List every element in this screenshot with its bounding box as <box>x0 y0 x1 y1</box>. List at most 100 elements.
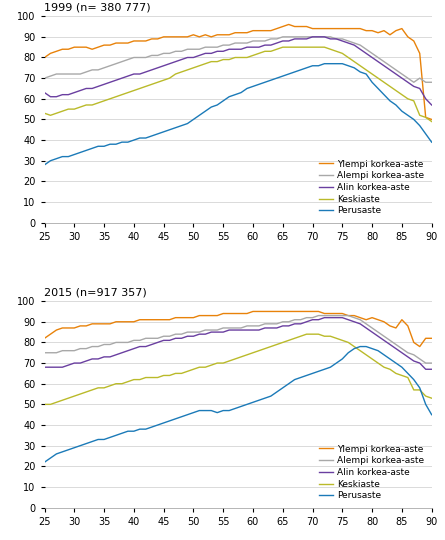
Alin korkea-aste <box>209 50 214 57</box>
Alempi korkea-aste <box>429 79 434 85</box>
Alempi korkea-aste <box>161 333 166 340</box>
Alin korkea-aste <box>322 314 327 321</box>
Keskiaste <box>405 374 410 381</box>
Alempi korkea-aste <box>42 75 47 82</box>
Alempi korkea-aste <box>316 312 321 319</box>
Keskiaste <box>429 395 434 401</box>
Text: 2015 (n=917 357): 2015 (n=917 357) <box>44 288 147 298</box>
Perusaste <box>346 349 351 356</box>
Line: Ylempi korkea-aste: Ylempi korkea-aste <box>44 24 432 119</box>
Keskiaste <box>280 44 285 50</box>
Ylempi korkea-aste <box>42 54 47 60</box>
Keskiaste <box>161 372 166 379</box>
Alin korkea-aste <box>429 102 434 108</box>
Keskiaste <box>42 401 47 408</box>
Ylempi korkea-aste <box>209 33 214 40</box>
Ylempi korkea-aste <box>352 312 357 319</box>
Alin korkea-aste <box>429 366 434 373</box>
Alempi korkea-aste <box>352 40 357 46</box>
Alin korkea-aste <box>42 89 47 96</box>
Ylempi korkea-aste <box>286 21 291 28</box>
Perusaste <box>429 139 434 145</box>
Alempi korkea-aste <box>137 54 142 60</box>
Keskiaste <box>405 96 410 102</box>
Alempi korkea-aste <box>280 33 285 40</box>
Perusaste <box>209 407 214 414</box>
Ylempi korkea-aste <box>137 38 142 44</box>
Ylempi korkea-aste <box>42 335 47 341</box>
Perusaste <box>352 65 357 71</box>
Keskiaste <box>72 393 77 400</box>
Alin korkea-aste <box>405 79 410 85</box>
Ylempi korkea-aste <box>137 316 142 323</box>
Perusaste <box>209 104 214 110</box>
Alempi korkea-aste <box>72 71 77 77</box>
Ylempi korkea-aste <box>417 343 422 350</box>
Alempi korkea-aste <box>209 44 214 50</box>
Alin korkea-aste <box>209 329 214 335</box>
Ylempi korkea-aste <box>429 116 434 123</box>
Alin korkea-aste <box>352 319 357 325</box>
Alin korkea-aste <box>214 329 220 335</box>
Perusaste <box>405 112 410 119</box>
Keskiaste <box>42 110 47 117</box>
Alempi korkea-aste <box>161 50 166 57</box>
Alempi korkea-aste <box>352 314 357 321</box>
Perusaste <box>161 129 166 135</box>
Alempi korkea-aste <box>429 360 434 366</box>
Alin korkea-aste <box>161 337 166 343</box>
Alempi korkea-aste <box>411 79 417 85</box>
Ylempi korkea-aste <box>209 312 214 319</box>
Perusaste <box>137 135 142 141</box>
Line: Keskiaste: Keskiaste <box>44 334 432 404</box>
Keskiaste <box>137 85 142 92</box>
Ylempi korkea-aste <box>72 44 77 50</box>
Keskiaste <box>209 58 214 65</box>
Keskiaste <box>352 58 357 65</box>
Ylempi korkea-aste <box>405 33 410 40</box>
Line: Perusaste: Perusaste <box>44 64 432 165</box>
Perusaste <box>72 444 77 451</box>
Ylempi korkea-aste <box>161 33 166 40</box>
Alempi korkea-aste <box>214 327 220 333</box>
Alempi korkea-aste <box>423 360 429 366</box>
Line: Alin korkea-aste: Alin korkea-aste <box>44 318 432 369</box>
Alempi korkea-aste <box>214 44 220 50</box>
Keskiaste <box>137 376 142 383</box>
Ylempi korkea-aste <box>250 308 255 315</box>
Alin korkea-aste <box>72 89 77 96</box>
Perusaste <box>42 459 47 465</box>
Perusaste <box>429 411 434 418</box>
Line: Alempi korkea-aste: Alempi korkea-aste <box>44 315 432 363</box>
Keskiaste <box>72 106 77 112</box>
Ylempi korkea-aste <box>214 312 220 319</box>
Alin korkea-aste <box>310 33 315 40</box>
Alin korkea-aste <box>72 360 77 366</box>
Keskiaste <box>209 362 214 368</box>
Perusaste <box>161 420 166 426</box>
Keskiaste <box>352 343 357 350</box>
Perusaste <box>72 151 77 158</box>
Line: Alempi korkea-aste: Alempi korkea-aste <box>44 37 432 82</box>
Ylempi korkea-aste <box>352 25 357 32</box>
Perusaste <box>322 60 327 67</box>
Line: Perusaste: Perusaste <box>44 347 432 462</box>
Perusaste <box>405 370 410 376</box>
Alin korkea-aste <box>137 71 142 77</box>
Alempi korkea-aste <box>42 349 47 356</box>
Alin korkea-aste <box>161 63 166 69</box>
Line: Ylempi korkea-aste: Ylempi korkea-aste <box>44 312 432 347</box>
Line: Alin korkea-aste: Alin korkea-aste <box>44 37 432 105</box>
Legend: Ylempi korkea-aste, Alempi korkea-aste, Alin korkea-aste, Keskiaste, Perusaste: Ylempi korkea-aste, Alempi korkea-aste, … <box>316 442 427 503</box>
Perusaste <box>357 343 363 350</box>
Ylempi korkea-aste <box>429 335 434 341</box>
Ylempi korkea-aste <box>72 325 77 331</box>
Alempi korkea-aste <box>72 347 77 354</box>
Alin korkea-aste <box>137 343 142 350</box>
Keskiaste <box>429 118 434 125</box>
Alin korkea-aste <box>42 364 47 370</box>
Ylempi korkea-aste <box>161 316 166 323</box>
Alin korkea-aste <box>352 42 357 49</box>
Keskiaste <box>161 77 166 84</box>
Perusaste <box>42 161 47 168</box>
